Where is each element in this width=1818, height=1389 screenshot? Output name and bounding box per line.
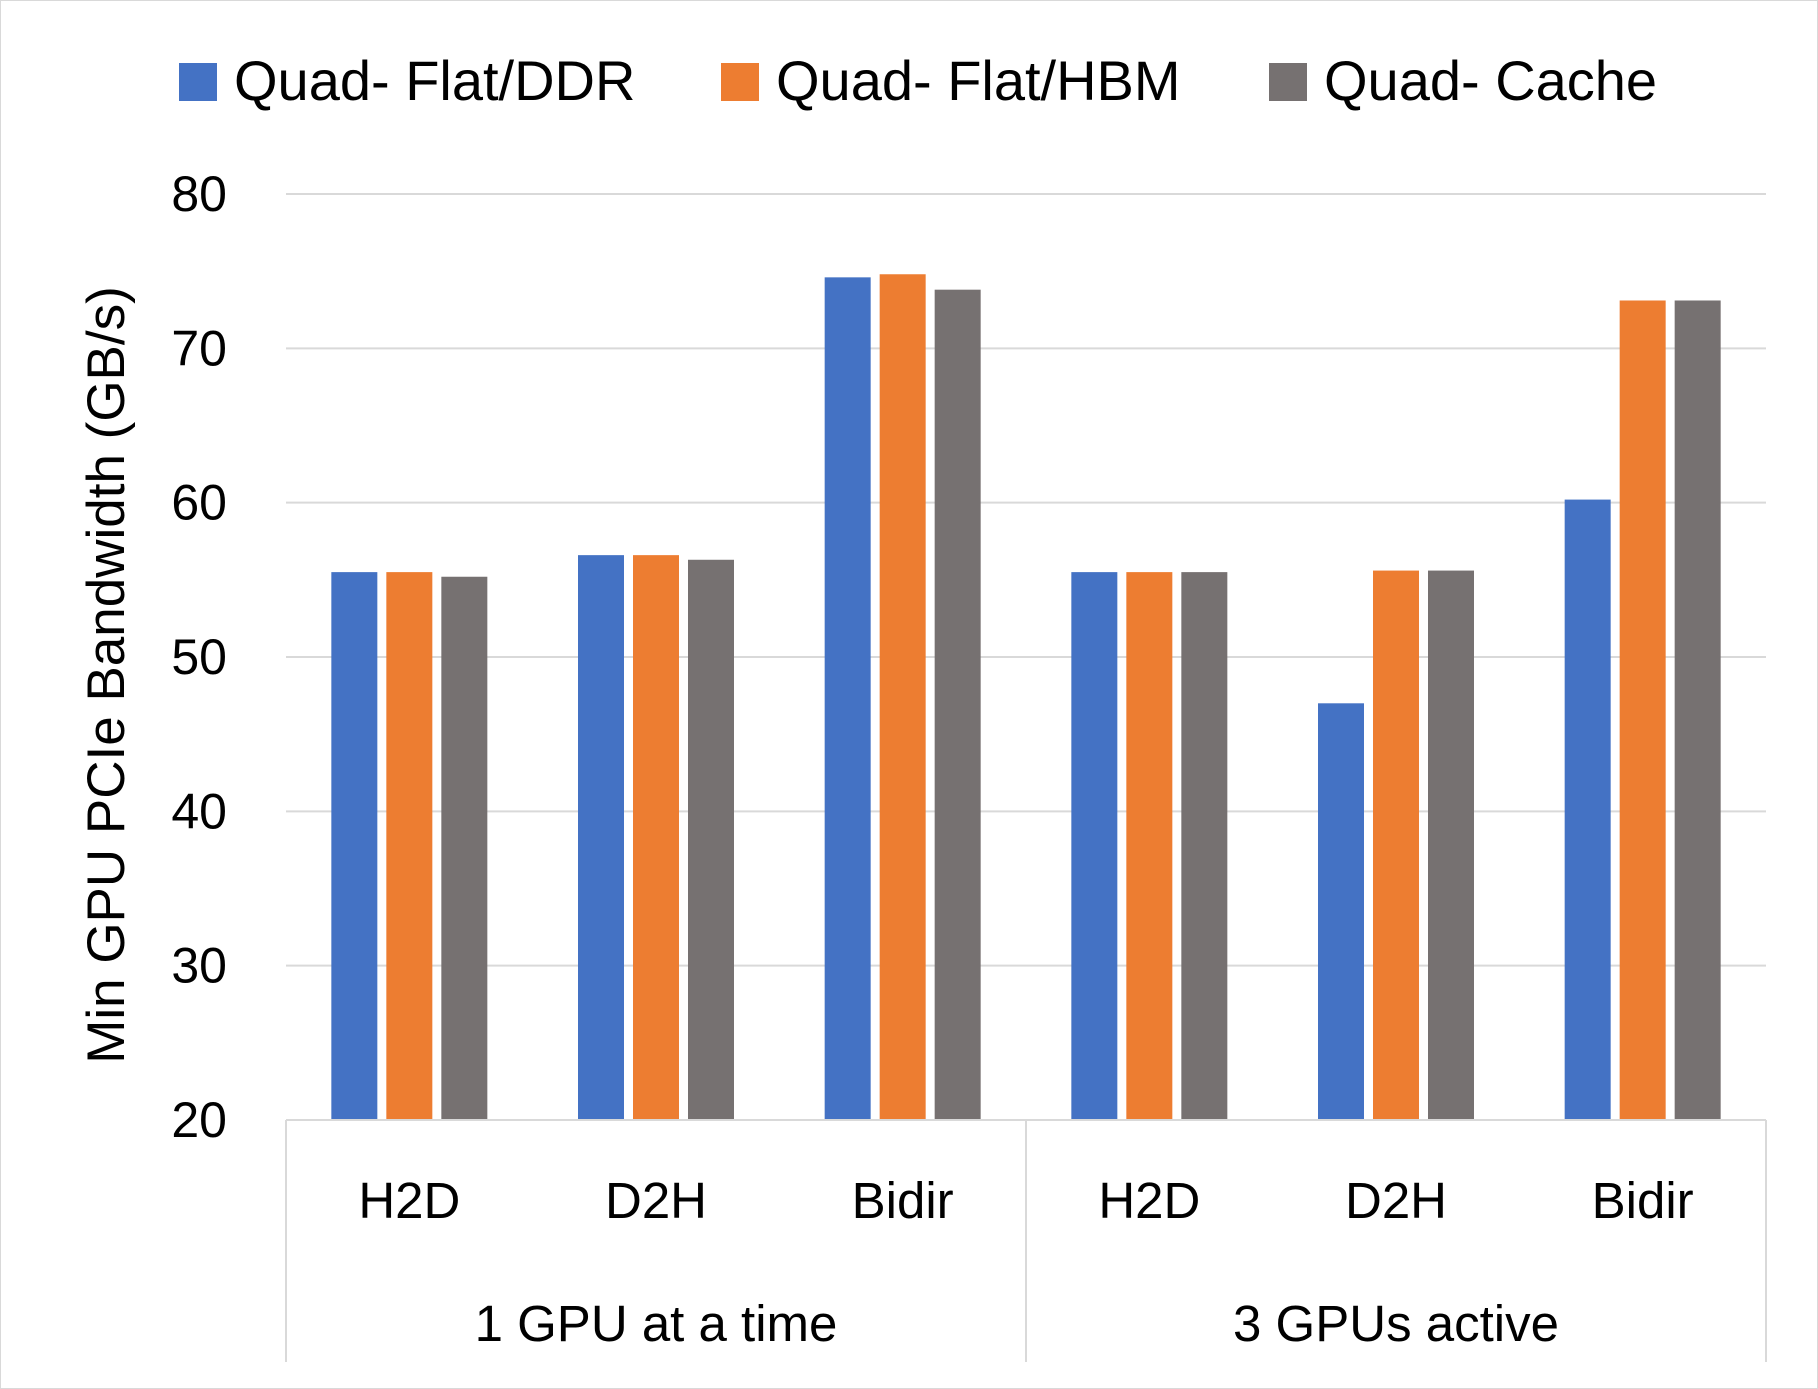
legend-label: Quad- Flat/HBM — [776, 49, 1181, 112]
axes: 20 30 40 50 60 70 80 H2D D2H Bidir 1 GPU at a time… — [171, 166, 1767, 1362]
bar — [1071, 572, 1118, 1120]
legend-label: Quad- Cache — [1324, 49, 1657, 112]
x-category-label: D2H — [1345, 1172, 1447, 1229]
bar — [441, 576, 488, 1120]
y-tick-label: 80 — [171, 166, 227, 222]
legend-swatch — [1269, 63, 1307, 101]
bar — [1181, 572, 1228, 1120]
x-group-label: 1 GPU at a time — [475, 1295, 838, 1352]
bar — [1619, 300, 1666, 1120]
legend-item: Quad- Cache — [1269, 49, 1657, 112]
legend-item: Quad- Flat/HBM — [721, 49, 1181, 112]
y-tick-label: 70 — [171, 320, 227, 376]
bar — [1428, 570, 1474, 1120]
x-category-label: H2D — [358, 1172, 460, 1229]
legend-label: Quad- Flat/DDR — [234, 49, 635, 112]
bar — [824, 277, 871, 1121]
bar — [386, 572, 433, 1120]
bar — [1318, 703, 1364, 1120]
bar — [1674, 300, 1721, 1120]
bar — [688, 559, 734, 1120]
gridlines — [286, 193, 1766, 967]
y-tick-label: 60 — [171, 475, 227, 531]
y-tick-label: 50 — [171, 629, 227, 685]
legend-swatch — [721, 63, 759, 101]
bar — [633, 555, 679, 1120]
legend-item: Quad- Flat/DDR — [179, 49, 635, 112]
legend-swatch — [179, 63, 217, 101]
bar — [331, 572, 378, 1120]
y-tick-label: 30 — [171, 938, 227, 994]
bars — [331, 274, 1721, 1121]
bar — [934, 289, 981, 1121]
x-category-label: Bidir — [1592, 1172, 1694, 1229]
y-tick-label: 40 — [171, 783, 227, 839]
bar — [1373, 570, 1419, 1120]
x-group-label: 3 GPUs active — [1233, 1295, 1559, 1352]
bar — [879, 274, 926, 1121]
legend: Quad- Flat/DDR Quad- Flat/HBM Quad- Cache — [179, 49, 1657, 112]
y-tick-label: 20 — [171, 1092, 227, 1148]
x-category-label: H2D — [1098, 1172, 1200, 1229]
bar — [1564, 499, 1611, 1121]
bar — [1126, 572, 1173, 1120]
y-axis-title: Min GPU PCIe Bandwidth (GB/s) — [77, 286, 136, 1064]
bar — [578, 555, 624, 1120]
x-category-label: D2H — [605, 1172, 707, 1229]
x-category-label: Bidir — [852, 1172, 954, 1229]
